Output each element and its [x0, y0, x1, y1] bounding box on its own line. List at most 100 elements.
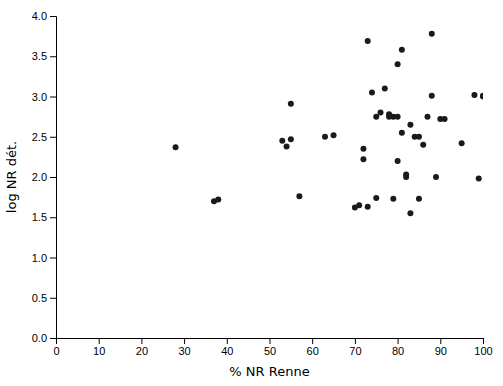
point	[390, 196, 396, 202]
tick: 4.0	[32, 10, 56, 22]
tick: 20	[136, 338, 148, 357]
tick: 2.5	[32, 131, 56, 143]
point	[279, 138, 285, 144]
point	[296, 193, 302, 199]
point	[369, 89, 375, 95]
point	[407, 210, 413, 216]
tick-mark	[50, 137, 56, 138]
point	[373, 195, 379, 201]
tick-mark	[50, 177, 56, 178]
tick-label: 4.0	[32, 10, 47, 22]
tick: 30	[178, 338, 190, 357]
point	[395, 114, 401, 120]
tick: 90	[435, 338, 447, 357]
tick-mark	[483, 338, 484, 344]
tick-label: 20	[136, 345, 148, 357]
point	[429, 93, 435, 99]
tick: 0.0	[32, 332, 56, 344]
tick-mark	[50, 298, 56, 299]
tick: 50	[264, 338, 276, 357]
point	[433, 174, 439, 180]
tick-mark	[398, 338, 399, 344]
point	[378, 110, 384, 116]
tick: 0.5	[32, 292, 56, 304]
tick-mark	[50, 97, 56, 98]
points	[173, 31, 483, 217]
y-axis: 0.0 0.5 1.0 1.5 2.0 2.5 3.0 3.5 4.0	[32, 10, 57, 344]
point	[480, 93, 483, 99]
tick-mark	[50, 258, 56, 259]
point	[395, 158, 401, 164]
point	[395, 61, 401, 67]
tick-label: 30	[178, 345, 190, 357]
tick: 100	[474, 338, 492, 357]
point	[173, 144, 179, 150]
point	[399, 130, 405, 136]
tick-mark	[50, 217, 56, 218]
axis-line	[50, 17, 57, 339]
tick-label: 2.0	[32, 171, 47, 183]
tick: 0	[53, 338, 59, 357]
tick: 60	[307, 338, 319, 357]
point	[365, 204, 371, 210]
tick-mark	[141, 338, 142, 344]
tick-mark	[312, 338, 313, 344]
point	[382, 85, 388, 91]
tick-label: 2.5	[32, 131, 47, 143]
point	[424, 114, 430, 120]
tick-label: 10	[93, 345, 105, 357]
point	[399, 47, 405, 53]
tick-label: 3.0	[32, 91, 47, 103]
tick: 3.5	[32, 50, 56, 62]
point	[407, 122, 413, 128]
point	[322, 134, 328, 140]
tick-label: 40	[221, 345, 233, 357]
point	[331, 132, 337, 138]
y-axis-title: log NR dét.	[4, 141, 19, 213]
tick-label: 60	[307, 345, 319, 357]
tick: 3.0	[32, 91, 56, 103]
point	[471, 92, 477, 98]
point	[416, 134, 422, 140]
point	[442, 116, 448, 122]
tick-mark	[227, 338, 228, 344]
tick-label: 50	[264, 345, 276, 357]
tick: 70	[349, 338, 361, 357]
tick-label: 0.0	[32, 332, 47, 344]
tick: 40	[221, 338, 233, 357]
tick-label: 3.5	[32, 50, 47, 62]
tick: 80	[392, 338, 404, 357]
point	[288, 136, 294, 142]
tick-mark	[270, 338, 271, 344]
plot-area: 0 10 20 30 40 50 60 70 80 90 100 0.0 0.5 1.0 1.5 2.0 2.5…	[32, 10, 493, 357]
point	[480, 94, 483, 100]
tick-mark	[355, 338, 356, 344]
x-axis: 0 10 20 30 40 50 60 70 80 90 100	[53, 338, 492, 357]
point	[360, 156, 366, 162]
chart: 0 10 20 30 40 50 60 70 80 90 100 0.0 0.5 1.0 1.5 2.0 2.5…	[0, 0, 503, 386]
x-axis-title: % NR Renne	[229, 364, 309, 379]
axis-line	[57, 339, 484, 345]
tick-mark	[50, 16, 56, 17]
tick: 1.5	[32, 211, 56, 223]
tick: 10	[93, 338, 105, 357]
point	[459, 140, 465, 146]
tick-mark	[99, 338, 100, 344]
point	[215, 197, 221, 203]
point	[360, 146, 366, 152]
point	[429, 31, 435, 37]
tick-label: 1.5	[32, 211, 47, 223]
point	[476, 176, 482, 182]
tick-label: 70	[349, 345, 361, 357]
point	[288, 101, 294, 107]
point	[284, 143, 290, 149]
tick-label: 1.0	[32, 252, 47, 264]
tick-label: 100	[474, 345, 492, 357]
point	[420, 142, 426, 148]
tick-label: 0	[53, 345, 59, 357]
tick-label: 0.5	[32, 292, 47, 304]
tick: 2.0	[32, 171, 56, 183]
tick-mark	[440, 338, 441, 344]
tick: 1.0	[32, 252, 56, 264]
point	[365, 38, 371, 44]
